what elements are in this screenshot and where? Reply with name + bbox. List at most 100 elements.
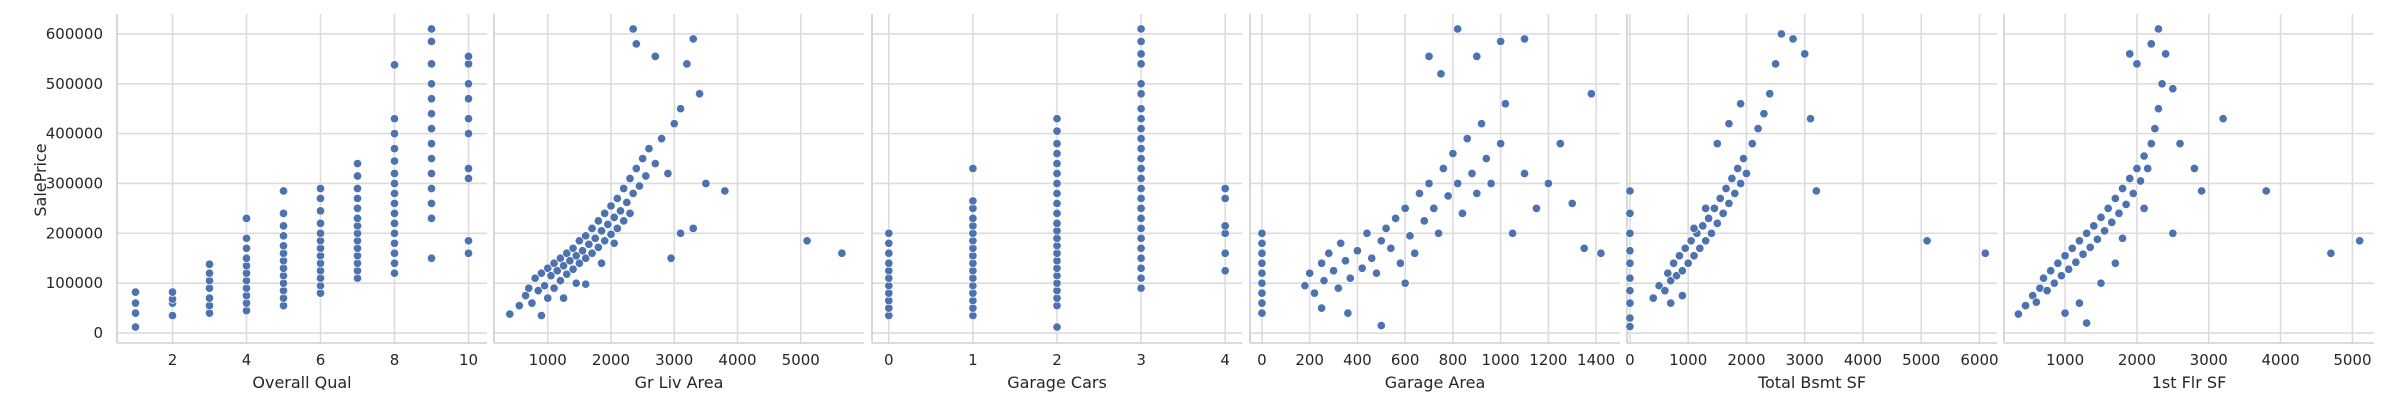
data-point (641, 171, 651, 181)
data-point (1741, 168, 1751, 179)
data-point (130, 308, 141, 318)
data-point (650, 51, 660, 61)
data-point (1136, 223, 1146, 233)
data-point (1674, 251, 1684, 261)
data-point (552, 266, 562, 276)
data-point (1300, 281, 1310, 291)
data-point (315, 206, 326, 216)
data-point (562, 269, 572, 279)
data-point (612, 193, 622, 203)
data-point (426, 213, 437, 223)
data-point (628, 24, 638, 34)
x-tick-label: 1000 (529, 351, 567, 369)
data-point (2175, 139, 2185, 149)
data-point (2114, 208, 2124, 218)
data-point (1052, 114, 1062, 124)
data-point (2143, 163, 2153, 174)
data-point (543, 293, 553, 303)
data-point (536, 311, 546, 321)
data-point (2078, 249, 2088, 259)
data-point (549, 258, 559, 268)
data-point (2168, 84, 2178, 94)
data-point (1695, 243, 1705, 253)
data-point (549, 283, 559, 293)
data-point (1136, 114, 1146, 124)
data-point (555, 253, 565, 263)
data-point (600, 236, 610, 246)
data-point (688, 34, 698, 44)
data-point (1136, 183, 1146, 194)
data-point (1579, 243, 1589, 253)
data-point (1625, 186, 1635, 196)
data-point (2157, 79, 2167, 89)
x-tick-label: 1000 (1669, 351, 1707, 369)
data-point (463, 173, 474, 184)
data-point (241, 243, 252, 253)
data-point (650, 158, 660, 169)
data-point (1136, 104, 1146, 114)
data-point (571, 278, 581, 288)
data-point (600, 208, 610, 218)
data-point (389, 228, 400, 238)
data-point (2121, 199, 2131, 209)
data-point (968, 213, 978, 223)
data-point (546, 271, 556, 281)
data-point (352, 158, 363, 169)
data-point (2146, 39, 2156, 49)
data-point (536, 268, 546, 278)
data-point (606, 229, 616, 239)
data-point (2053, 258, 2063, 268)
data-point (1706, 228, 1717, 238)
data-point (669, 119, 679, 129)
data-point (1434, 228, 1444, 238)
data-point (2117, 183, 2128, 194)
data-point (1508, 228, 1518, 238)
x-axis-label: Gr Liv Area (635, 373, 724, 392)
data-point (2067, 243, 2077, 253)
data-point (1448, 149, 1458, 159)
data-point (2082, 318, 2092, 328)
data-point (2153, 24, 2164, 34)
x-tick-label: 2 (1052, 351, 1062, 369)
data-point (1500, 99, 1510, 109)
data-point (1567, 198, 1577, 208)
data-point (609, 212, 619, 222)
data-point (581, 279, 591, 289)
data-point (1736, 178, 1746, 189)
data-point (2110, 193, 2120, 203)
data-point (1220, 183, 1230, 194)
data-point (2261, 186, 2271, 196)
data-point (2103, 203, 2113, 213)
data-point (2013, 309, 2023, 319)
data-point (1718, 208, 1728, 218)
data-point (1759, 109, 1769, 119)
data-point (533, 286, 543, 296)
data-point (1671, 271, 1682, 281)
data-point (1669, 258, 1679, 268)
data-point (1922, 236, 1932, 246)
data-point (278, 208, 289, 218)
x-axis-label: 1st Flr SF (2152, 373, 2227, 392)
data-point (2060, 251, 2070, 261)
data-point (1712, 139, 1722, 149)
x-tick-label: 8 (390, 351, 400, 369)
data-point (1648, 293, 1658, 303)
x-tick-label: 2 (168, 351, 178, 369)
data-point (676, 228, 686, 238)
x-tick-label: 4000 (2262, 351, 2300, 369)
data-point (1405, 231, 1415, 241)
data-point (2092, 234, 2102, 244)
data-point (2042, 286, 2052, 296)
data-point (1052, 322, 1062, 332)
data-point (426, 94, 437, 104)
data-point (1052, 188, 1062, 199)
x-axis-label: Overall Qual (252, 373, 351, 392)
data-point (634, 181, 645, 191)
data-point (1788, 34, 1798, 44)
data-point (1136, 163, 1146, 174)
data-point (2139, 151, 2149, 161)
data-point (571, 251, 581, 261)
data-point (1724, 198, 1734, 208)
data-point (389, 144, 400, 154)
data-point (1625, 208, 1635, 218)
